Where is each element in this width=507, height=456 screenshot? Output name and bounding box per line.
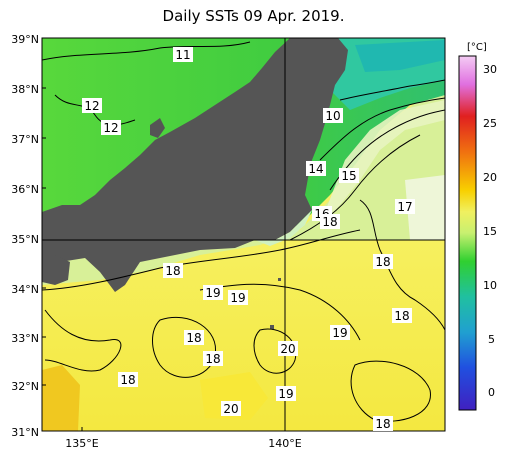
land-sado	[150, 118, 165, 138]
isotherm-18-c	[152, 316, 216, 378]
contour-label: 18	[186, 331, 201, 345]
isotherm-18-east	[359, 199, 445, 331]
map-border	[41, 37, 446, 432]
colorbar-tick: 5	[488, 333, 495, 346]
isotherm-19	[199, 283, 361, 341]
contour-label: 20	[223, 402, 238, 416]
lat-label: 39°N	[11, 33, 39, 46]
lat-label: 38°N	[11, 83, 39, 96]
colorbar-tick: 25	[483, 117, 497, 130]
lat-label: 34°N	[11, 283, 39, 296]
land-shikoku	[42, 255, 70, 285]
isotherm-10	[339, 79, 445, 101]
warm-core-sw	[42, 365, 80, 431]
contour-labels: 11 12 12 10 14 15 16 18 17 18 18 19 19 1…	[82, 47, 415, 431]
contour-label: 18	[120, 373, 135, 387]
isotherms	[42, 41, 445, 422]
lat-label: 31°N	[11, 426, 39, 439]
warm-patch-s	[200, 372, 268, 420]
isotherm-12	[54, 94, 136, 126]
lat-ticks	[42, 87, 286, 431]
contour-label: 18	[375, 417, 390, 431]
sea-pale-east	[405, 175, 445, 240]
colorbar: [°C] 30 25 20 15 10 5 0	[458, 42, 497, 411]
lat-label: 36°N	[11, 183, 39, 196]
lat-axis: 39°N 38°N 37°N 36°N 35°N 34°N 33°N 32°N …	[11, 33, 39, 439]
sea-transition	[42, 90, 445, 285]
isotherm-18-west	[44, 309, 122, 372]
colorbar-tick: 0	[488, 386, 495, 399]
lat-label: 35°N	[11, 233, 39, 246]
isotherm-18-s	[350, 360, 431, 422]
contour-label: 18	[375, 255, 390, 269]
contour-label: 19	[205, 286, 220, 300]
contour-label: 15	[341, 169, 356, 183]
colorbar-tick: 30	[483, 63, 497, 76]
lat-label: 32°N	[11, 380, 39, 393]
isotherm-11	[42, 41, 251, 61]
lon-label: 140°E	[268, 437, 301, 450]
contour-label: 10	[325, 109, 340, 123]
colorbar-unit: [°C]	[467, 42, 487, 53]
contour-label: 18	[322, 215, 337, 229]
map-title: Daily SSTs 09 Apr. 2019.	[162, 7, 345, 25]
contour-label: 20	[280, 342, 295, 356]
map-area	[42, 38, 445, 431]
coastal-strip	[255, 210, 312, 246]
colorbar-ticks: 30 25 20 15 10 5 0	[483, 63, 497, 399]
lon-label: 135°E	[65, 437, 98, 450]
colorbar-scale	[458, 55, 477, 411]
contour-label: 11	[175, 48, 190, 62]
lat-label: 33°N	[11, 332, 39, 345]
contour-label: 14	[308, 162, 323, 176]
contour-label: 12	[103, 121, 118, 135]
colorbar-tick: 10	[483, 279, 497, 292]
colorbar-tick: 15	[483, 225, 497, 238]
contour-label: 19	[230, 291, 245, 305]
contour-label: 18	[205, 352, 220, 366]
colorbar-tick: 20	[483, 171, 497, 184]
contour-label: 19	[332, 326, 347, 340]
isotherm-16	[289, 134, 421, 241]
graticule	[42, 38, 445, 431]
contour-label: 19	[278, 387, 293, 401]
contour-label: 12	[84, 99, 99, 113]
sea-coldest-ne	[355, 40, 445, 72]
land-izu-1	[270, 325, 274, 329]
isotherm-14	[319, 97, 445, 161]
isotherm-18-coastal	[42, 229, 361, 291]
land-honshu	[42, 38, 348, 292]
lat-label: 37°N	[11, 133, 39, 146]
contour-label: 17	[397, 200, 412, 214]
lon-axis: 135°E 140°E	[65, 437, 301, 450]
contour-label: 18	[165, 264, 180, 278]
land-izu-2	[278, 278, 281, 281]
contour-label: 18	[394, 309, 409, 323]
